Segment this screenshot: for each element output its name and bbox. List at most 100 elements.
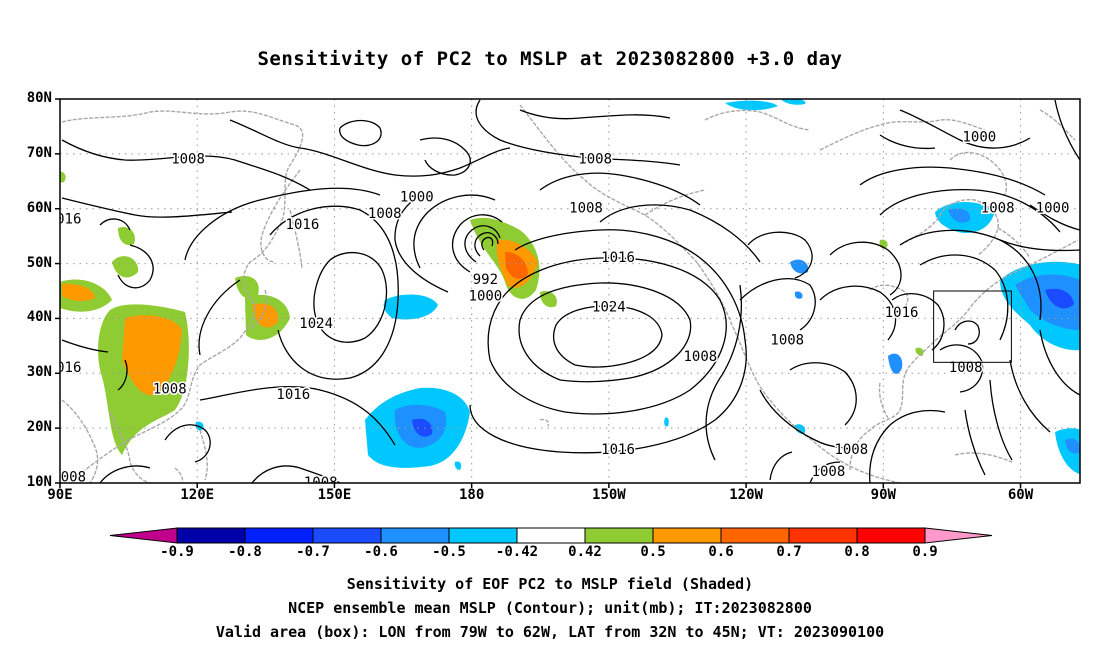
colorbar-swatch bbox=[380, 527, 450, 544]
lon-tick-label: 60W bbox=[1007, 487, 1034, 503]
mslp-contour bbox=[61, 197, 233, 218]
mslp-contour bbox=[199, 385, 396, 446]
contour-label: 1008 bbox=[683, 349, 717, 365]
caption-line-2: NCEP ensemble mean MSLP (Contour); unit(… bbox=[288, 599, 812, 617]
mslp-contour bbox=[1009, 359, 1051, 433]
coastline bbox=[704, 109, 811, 131]
sensitivity-patch bbox=[235, 275, 259, 299]
map-frame bbox=[59, 98, 1081, 484]
contour-label: 1016 bbox=[885, 305, 919, 321]
contour-label: 1008 bbox=[52, 470, 86, 486]
mslp-contour bbox=[539, 172, 701, 206]
mslp-contour bbox=[879, 134, 936, 150]
colorbar-swatch bbox=[176, 527, 246, 544]
colorbar-label: -0.7 bbox=[296, 544, 330, 560]
sensitivity-patch bbox=[505, 252, 528, 279]
colorbar-swatch bbox=[244, 527, 314, 544]
coastline bbox=[878, 382, 889, 419]
mslp-contour bbox=[879, 189, 1061, 233]
colorbar-label: 0.6 bbox=[708, 544, 734, 560]
mslp-contour bbox=[759, 389, 866, 449]
sensitivity-patch bbox=[948, 208, 971, 223]
lon-tick-label: 90W bbox=[870, 487, 896, 503]
sensitivity-patch bbox=[454, 461, 462, 470]
mslp-contour bbox=[469, 339, 747, 454]
coastline bbox=[954, 452, 1013, 463]
mslp-contour bbox=[413, 194, 496, 269]
lat-tick-label: 80N bbox=[26, 90, 52, 106]
sensitivity-patch bbox=[794, 424, 806, 434]
mslp-contour bbox=[809, 461, 841, 483]
mslp-contour bbox=[514, 229, 746, 341]
coastline bbox=[249, 289, 268, 331]
contour-label: 1008 bbox=[770, 332, 804, 348]
valid-area-box bbox=[933, 290, 1012, 363]
colorbar-swatch bbox=[312, 527, 382, 544]
mslp-contour bbox=[919, 254, 1009, 341]
grid-lines bbox=[60, 99, 1080, 483]
mslp-contour bbox=[599, 204, 761, 263]
lat-tick-label: 20N bbox=[26, 419, 52, 436]
mslp-contour bbox=[99, 218, 131, 231]
contour-label: 1000 bbox=[469, 288, 503, 304]
sensitivity-patch bbox=[780, 99, 806, 105]
lon-tick-label: 180 bbox=[459, 487, 485, 503]
sensitivity-patch bbox=[62, 283, 95, 302]
contour-label: 1000 bbox=[400, 190, 434, 206]
mslp-contour bbox=[552, 305, 663, 368]
axis-ticks bbox=[55, 98, 1022, 488]
coastline bbox=[109, 411, 151, 483]
sensitivity-patch bbox=[1065, 438, 1080, 454]
contour-label: 1016 bbox=[48, 360, 82, 376]
sensitivity-patch bbox=[1045, 288, 1074, 309]
mslp-contour bbox=[198, 279, 241, 356]
mslp-contour bbox=[339, 119, 382, 147]
colorbar-swatch bbox=[516, 527, 586, 544]
sensitivity-patch bbox=[888, 353, 903, 374]
lat-tick-label: 70N bbox=[26, 144, 52, 161]
mslp-contour bbox=[184, 187, 381, 261]
colorbar-label: -0.5 bbox=[432, 544, 466, 560]
mslp-contour bbox=[747, 231, 813, 279]
sensitivity-patch bbox=[112, 256, 139, 278]
mslp-contour bbox=[891, 293, 945, 351]
coastline bbox=[949, 151, 1007, 196]
coastline bbox=[819, 118, 986, 151]
contour-label: 1008 bbox=[834, 442, 868, 458]
coastlines bbox=[61, 104, 1079, 483]
colorbar-label: 0.8 bbox=[844, 544, 870, 560]
mslp-contour bbox=[869, 409, 946, 483]
mslp-contour bbox=[99, 465, 151, 483]
colorbar-label: -0.8 bbox=[228, 544, 262, 560]
contour-label: 1008 bbox=[981, 201, 1015, 217]
mslp-contour bbox=[518, 282, 692, 383]
mslp-contour bbox=[1039, 329, 1080, 396]
sensitivity-patch bbox=[1015, 274, 1080, 330]
lat-tick-label: 10N bbox=[26, 474, 52, 490]
mslp-contour bbox=[819, 285, 897, 341]
colorbar-swatch bbox=[448, 527, 518, 544]
colorbar-label: 0.7 bbox=[776, 544, 802, 560]
mslp-contour bbox=[899, 109, 1031, 149]
mslp-contour bbox=[251, 465, 341, 483]
mslp-contour bbox=[999, 239, 1080, 252]
lon-tick-label: 120W bbox=[729, 487, 763, 503]
mslp-contour bbox=[989, 379, 1013, 461]
contour-label: 1016 bbox=[601, 250, 635, 266]
mslp-contour bbox=[394, 191, 449, 293]
contour-label: 1024 bbox=[592, 299, 626, 315]
colorbar-label: 0.5 bbox=[640, 544, 666, 560]
mslp-contour bbox=[789, 362, 857, 426]
contour-label: 1008 bbox=[949, 360, 983, 376]
mslp-contour bbox=[451, 214, 503, 273]
sensitivity-patch bbox=[540, 290, 557, 308]
mslp-contour bbox=[117, 244, 154, 289]
colorbar-label: -0.42 bbox=[495, 544, 539, 560]
contour-label: 1000 bbox=[1036, 201, 1070, 217]
colorbar-swatch bbox=[584, 527, 654, 544]
contour-label: 1008 bbox=[569, 201, 603, 217]
mslp-contour bbox=[1054, 99, 1080, 161]
sensitivity-patch bbox=[725, 100, 778, 111]
colorbar-swatch bbox=[788, 527, 858, 544]
coastline bbox=[869, 284, 909, 313]
